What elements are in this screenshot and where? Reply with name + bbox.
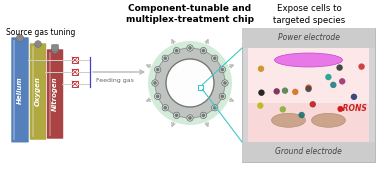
Bar [248,103,369,142]
Circle shape [213,106,217,109]
Circle shape [174,112,180,118]
Bar [31,46,34,137]
FancyBboxPatch shape [52,45,58,51]
Circle shape [35,41,41,47]
Circle shape [292,89,299,95]
Circle shape [339,78,345,84]
Circle shape [299,112,305,118]
Circle shape [200,112,207,118]
FancyBboxPatch shape [11,37,29,143]
Circle shape [175,49,178,53]
Ellipse shape [274,53,342,67]
Circle shape [282,87,288,94]
Circle shape [305,84,312,91]
Ellipse shape [311,113,345,127]
FancyBboxPatch shape [29,43,46,140]
Circle shape [174,47,180,54]
Text: Ground electrode: Ground electrode [275,148,342,157]
Circle shape [213,56,217,60]
Circle shape [222,80,228,86]
Circle shape [153,81,157,85]
Text: Component-tunable and
multiplex-treatment chip: Component-tunable and multiplex-treatmen… [126,4,254,24]
Text: Nitrogen: Nitrogen [52,77,58,111]
Circle shape [167,60,213,106]
Text: Helium: Helium [17,76,23,104]
Circle shape [325,74,332,80]
Circle shape [330,82,336,88]
Bar [52,50,58,60]
Bar [197,84,203,89]
Text: Feeding gas: Feeding gas [96,78,134,83]
Circle shape [305,86,312,92]
Circle shape [310,101,316,107]
Circle shape [212,105,218,111]
Circle shape [258,89,265,96]
Circle shape [16,34,23,42]
Bar [242,28,375,162]
Circle shape [200,47,207,54]
Circle shape [166,59,214,107]
Circle shape [220,95,224,98]
Text: Power electrode: Power electrode [277,33,339,42]
Circle shape [155,66,161,73]
Text: Source gas tuning: Source gas tuning [6,28,75,37]
Circle shape [358,63,365,70]
FancyBboxPatch shape [72,81,78,87]
Ellipse shape [271,113,305,127]
Circle shape [187,115,193,121]
Circle shape [257,102,263,109]
Circle shape [52,47,58,53]
Text: ●RONS: ●RONS [336,104,367,113]
Circle shape [155,93,161,100]
Circle shape [156,95,160,98]
Circle shape [220,68,224,71]
Circle shape [152,80,158,86]
Circle shape [162,55,169,61]
Circle shape [162,105,169,111]
Circle shape [336,64,343,71]
Bar [16,38,23,50]
Circle shape [201,49,205,53]
Circle shape [156,68,160,71]
Circle shape [219,93,226,100]
Circle shape [155,48,225,118]
Circle shape [148,41,232,125]
Circle shape [351,94,357,100]
Circle shape [212,55,218,61]
Bar [13,40,15,140]
Circle shape [280,106,286,113]
Bar [48,52,51,136]
Circle shape [223,81,227,85]
FancyBboxPatch shape [46,49,64,139]
Circle shape [163,106,167,109]
Bar [242,142,375,162]
Circle shape [258,66,264,72]
Circle shape [274,88,280,95]
Circle shape [175,114,178,117]
Circle shape [188,46,192,50]
Text: Oxygen: Oxygen [35,76,41,106]
FancyBboxPatch shape [72,69,78,75]
Circle shape [201,114,205,117]
Bar [35,44,41,55]
Circle shape [163,56,167,60]
Bar [242,28,375,48]
Circle shape [219,66,226,73]
Circle shape [187,45,193,51]
Bar [248,48,369,142]
FancyBboxPatch shape [72,57,78,63]
Text: Expose cells to
targeted species: Expose cells to targeted species [273,4,345,25]
Circle shape [188,116,192,120]
